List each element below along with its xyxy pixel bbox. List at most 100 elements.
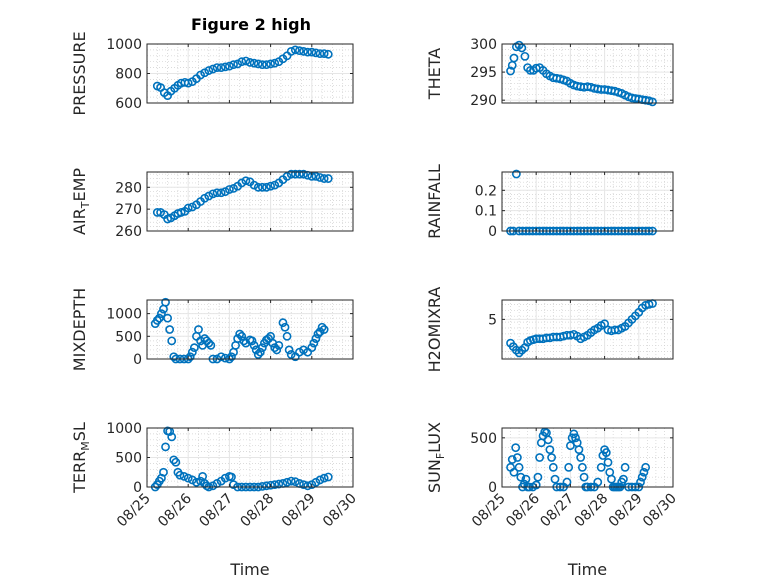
data-point [257, 60, 267, 70]
data-point [183, 203, 193, 213]
data-point [171, 457, 181, 467]
data-point [299, 480, 308, 490]
data-point [237, 331, 247, 341]
data-point [241, 56, 251, 66]
data-point [253, 59, 263, 69]
axes-box [146, 171, 354, 232]
data-point [257, 482, 267, 491]
x-tick-label: 08/30 [320, 491, 360, 531]
data-point [241, 176, 251, 186]
x-tick-label: 08/29 [279, 491, 319, 531]
y-tick-label: 0 [133, 352, 142, 368]
y-tick-label: 295 [470, 65, 497, 81]
y-tick-label: 270 [115, 202, 142, 218]
data-point [313, 329, 323, 339]
data-point [266, 480, 275, 490]
data-point [577, 462, 587, 472]
data-point [253, 350, 263, 359]
y-tick-label: 0.2 [475, 183, 497, 199]
data-point [239, 336, 249, 346]
y-axis-label: TERRMSL [70, 422, 92, 494]
x-tick-label: 08/30 [640, 491, 680, 531]
y-tick-label: 0 [488, 480, 497, 496]
data-point [247, 336, 257, 346]
subplot-7: 0 500 1000 TERRMSL 08/25 08/26 08/27 08/28 08/29… [70, 421, 360, 579]
data-point [593, 477, 603, 487]
y-tick-label: 500 [470, 431, 497, 447]
data-point [216, 352, 226, 362]
data-point [208, 64, 218, 74]
data-point [206, 340, 216, 350]
data-point [161, 297, 170, 307]
y-axis-label: MIXDEPTH [70, 288, 89, 371]
data-point [257, 343, 267, 353]
x-tick-label: 08/26 [155, 490, 195, 530]
data-point [282, 331, 292, 341]
y-axis-label-main: SUN [425, 459, 444, 493]
data-point [550, 474, 560, 484]
data-point [547, 453, 556, 462]
data-point [167, 336, 177, 346]
data-point [307, 47, 317, 57]
data-point [208, 189, 218, 199]
series-markers [150, 297, 329, 364]
y-tick-label: 260 [115, 224, 142, 240]
data-point [235, 329, 245, 339]
data-point [169, 455, 179, 465]
x-tick-label: 08/27 [537, 491, 577, 531]
data-point [521, 474, 531, 484]
data-point [512, 453, 522, 462]
y-axis-label: AIRTEMP [70, 168, 92, 235]
data-point [533, 472, 543, 482]
data-point [596, 462, 606, 472]
subplot-6: 5 H2OMIXRA [425, 287, 674, 373]
data-point [520, 51, 530, 61]
y-axis-label: H2OMIXRA [425, 287, 444, 373]
y-axis-label-subscript: M [79, 441, 92, 451]
data-point [249, 340, 259, 350]
data-point [307, 343, 317, 353]
data-point [636, 477, 645, 487]
plot-area [502, 172, 673, 231]
data-point [272, 345, 282, 355]
data-point [185, 352, 195, 362]
data-point [511, 443, 521, 453]
y-axis-label-subscript: F [434, 453, 447, 459]
y-tick-label: 0 [133, 480, 142, 496]
series-markers [152, 169, 333, 224]
data-point [286, 46, 296, 56]
axes-box [501, 43, 674, 104]
data-point [176, 208, 186, 217]
data-point [163, 313, 172, 323]
data-point [237, 57, 247, 67]
data-point [152, 316, 162, 325]
y-tick-label: 280 [115, 180, 142, 196]
series-markers [152, 45, 333, 101]
data-point [531, 480, 541, 490]
data-point [323, 472, 333, 482]
data-point [284, 345, 294, 355]
data-point [189, 343, 199, 353]
data-point [154, 313, 164, 323]
data-point [637, 472, 647, 482]
data-point [278, 318, 288, 328]
data-point [311, 48, 321, 58]
data-point [257, 182, 267, 192]
data-point [220, 62, 230, 72]
data-point [227, 352, 236, 362]
data-point [607, 474, 616, 484]
data-point [227, 472, 236, 482]
subplot-grid: 600 800 1000 PRESSURE 290 295 300 THETA 260 270 28… [70, 31, 680, 579]
data-point [311, 334, 321, 343]
data-point [299, 169, 308, 179]
subplot-4: 0 0.1 0.2 RAINFALL [425, 164, 674, 240]
y-axis-label-tail: SL [70, 422, 89, 441]
data-point [603, 458, 613, 467]
series-markers [506, 299, 657, 358]
y-axis-label-tail: LUX [425, 422, 444, 453]
data-point [290, 169, 300, 179]
y-tick-label: 0.1 [475, 204, 497, 220]
y-tick-label: 600 [115, 96, 142, 112]
data-point [319, 174, 329, 183]
